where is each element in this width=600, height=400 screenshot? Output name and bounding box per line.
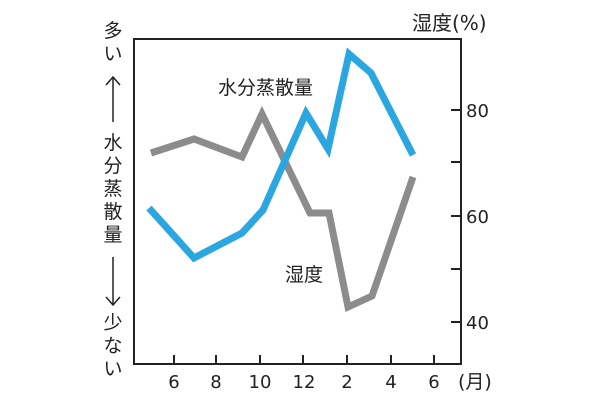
left-label-char: 少 [103, 312, 123, 334]
x-tick-label: 12 [293, 372, 316, 393]
x-axis-ticks [173, 355, 435, 364]
y-axis-ticks [451, 109, 461, 323]
humidity-line [149, 105, 417, 313]
left-label-char: 多 [103, 20, 123, 42]
left-label-char: 散 [103, 201, 123, 223]
left-label-char: い [103, 358, 123, 380]
right-axis-title: 湿度(%) [412, 11, 487, 35]
left-label-char: な [103, 335, 123, 357]
left-axis-arrows [105, 75, 121, 307]
humidity-series-label: 湿度 [285, 264, 323, 286]
y-tick-labels: 80 60 40 [466, 101, 489, 334]
y-tick-label: 60 [466, 207, 489, 228]
x-tick-label: 6 [168, 372, 179, 393]
left-label-char: 水 [103, 132, 123, 154]
x-tick-label: 4 [385, 372, 396, 393]
up-arrow-head-icon [105, 75, 121, 86]
left-axis-label-bottom: 少 な い [100, 312, 126, 381]
evaporation-line [146, 47, 417, 263]
x-axis-unit: (月) [458, 371, 492, 393]
down-arrow-head-icon [105, 296, 121, 307]
left-axis-label: 多 い [100, 20, 126, 66]
y-tick-label: 40 [466, 313, 489, 334]
x-tick-labels: 6 8 10 12 2 4 6 [168, 372, 439, 393]
left-label-char: い [103, 43, 123, 65]
x-tick-label: 10 [249, 372, 272, 393]
left-label-char: 分 [103, 155, 123, 177]
y-tick-label: 80 [466, 101, 489, 122]
left-axis-label-middle: 水 分 蒸 散 量 [100, 132, 126, 247]
x-tick-label: 8 [210, 372, 221, 393]
x-tick-label: 6 [428, 372, 439, 393]
x-tick-label: 2 [341, 372, 352, 393]
evaporation-series-label: 水分蒸散量 [218, 77, 313, 99]
left-label-char: 蒸 [103, 178, 123, 200]
left-label-char: 量 [103, 224, 123, 246]
plot-frame [133, 38, 462, 365]
